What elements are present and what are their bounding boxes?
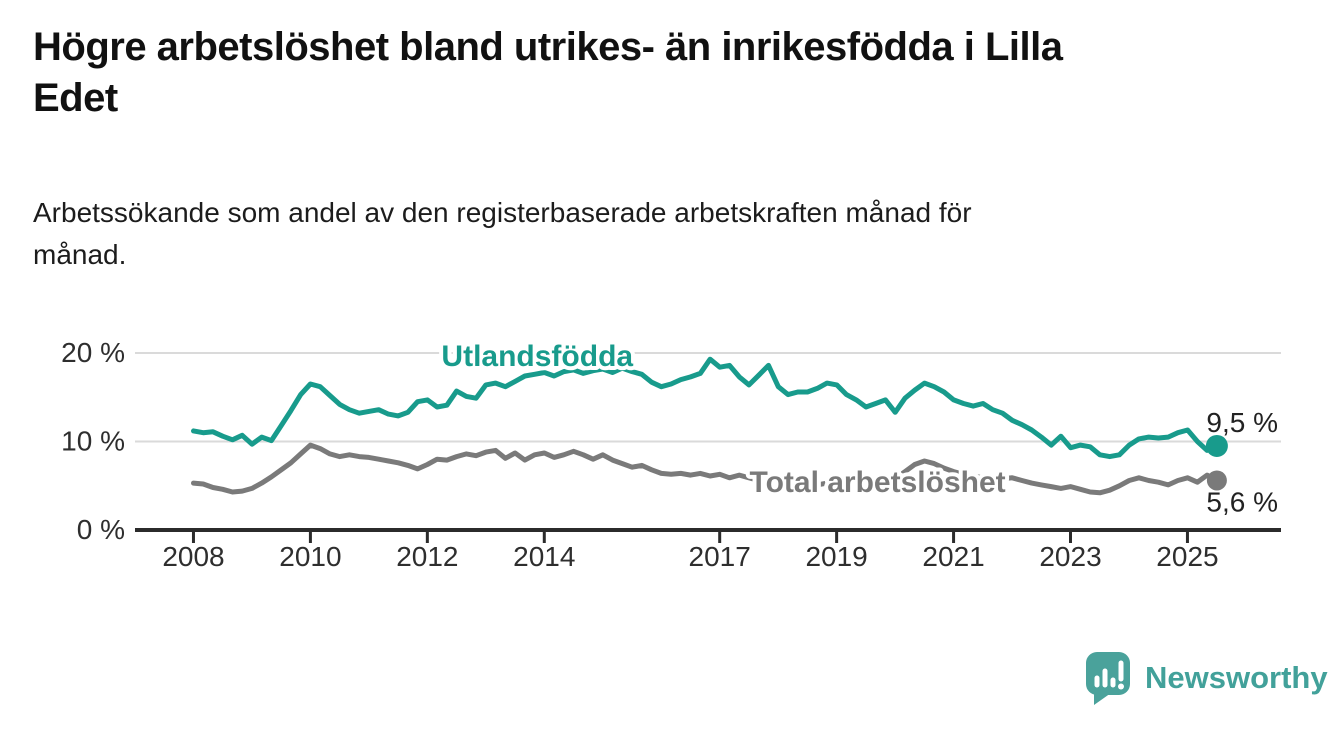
x-tick-label-2025: 2025 xyxy=(1156,541,1218,572)
series-label-total-arbetsloshet: Total arbetslöshet xyxy=(749,466,1005,499)
newsworthy-branding: Newsworthy xyxy=(1084,651,1328,705)
series-end-dot-utlandsfodda xyxy=(1205,434,1228,457)
x-tick-label-2014: 2014 xyxy=(513,541,575,572)
x-tick-label-2019: 2019 xyxy=(805,541,867,572)
y-tick-label-20: 20 % xyxy=(61,337,125,368)
x-tick-label-2012: 2012 xyxy=(396,541,458,572)
x-tick-label-2010: 2010 xyxy=(279,541,341,572)
series-label-utlandsfodda: Utlandsfödda xyxy=(441,340,633,373)
x-tick-label-2008: 2008 xyxy=(162,541,224,572)
y-tick-label-10: 10 % xyxy=(61,426,125,457)
series-end-value-utlandsfodda: 9,5 % xyxy=(1206,407,1278,438)
x-tick-label-2023: 2023 xyxy=(1039,541,1101,572)
series-end-dot-total-arbetsloshet xyxy=(1206,470,1227,491)
page-title: Högre arbetslöshet bland utrikes- än inr… xyxy=(33,25,1063,120)
series-end-value-total-arbetsloshet: 5,6 % xyxy=(1206,486,1278,517)
series-line-total-arbetsloshet xyxy=(191,442,1220,496)
x-tick-label-2017: 2017 xyxy=(689,541,751,572)
x-tick-label-2021: 2021 xyxy=(922,541,984,572)
newsworthy-logo-icon xyxy=(1086,651,1130,705)
y-tick-label-0: 0 % xyxy=(77,514,125,545)
series-line-utlandsfodda xyxy=(191,356,1220,460)
chart-subtitle: Arbetssökande som andel av den registerb… xyxy=(33,197,972,270)
newsworthy-logo-text: Newsworthy xyxy=(1145,660,1328,695)
